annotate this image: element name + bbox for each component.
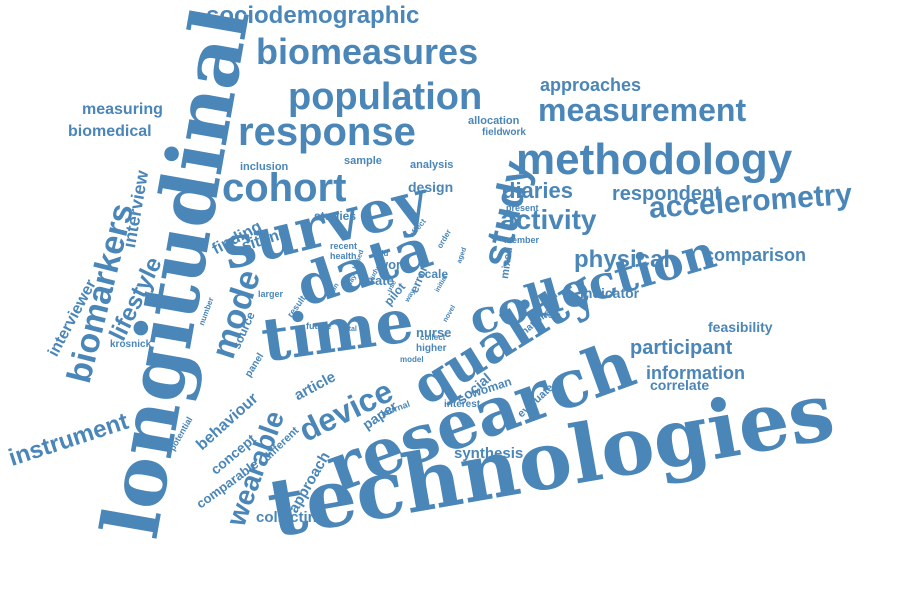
word-order: order	[435, 227, 454, 250]
word-studies: studies	[314, 209, 357, 223]
word-nurse: nurse	[416, 325, 452, 340]
word-feasibility: feasibility	[708, 319, 773, 335]
word-biomedical: biomedical	[68, 123, 152, 140]
word-field: field	[372, 249, 389, 258]
word-population: population	[288, 76, 483, 118]
word-model: model	[400, 355, 424, 364]
word-activity: activity	[500, 204, 597, 235]
word-total: total	[342, 326, 357, 333]
word-methodology: methodology	[516, 135, 793, 184]
word-sample: sample	[344, 155, 382, 167]
word-measurement: measurement	[538, 92, 747, 128]
word-krosnick: krosnick	[110, 339, 152, 350]
word-correlate: correlate	[650, 377, 710, 393]
word-diaries: diaries	[502, 178, 573, 203]
word-health: health	[330, 251, 357, 261]
word-future: future	[306, 321, 332, 331]
word-sociodemographic: sociodemographic	[206, 2, 420, 29]
word-cohort: cohort	[222, 166, 347, 210]
word-biomeasures: biomeasures	[256, 31, 479, 72]
word-member: member	[504, 235, 540, 245]
word-inclusion: inclusion	[240, 161, 289, 173]
word-higher: higher	[416, 343, 447, 354]
word-scale: scale	[418, 267, 449, 281]
word-collecting: collecting	[256, 509, 327, 526]
word-theory: theory	[536, 311, 561, 320]
word-design: design	[408, 179, 454, 195]
word-comparison: comparison	[704, 245, 807, 265]
word-rate: rate	[370, 273, 394, 288]
word-mixed: mixed	[499, 246, 516, 280]
word-fieldwork: fieldwork	[482, 127, 526, 138]
word-collect: collect	[420, 333, 446, 342]
word-indicator: indicator	[580, 285, 640, 301]
word-novel: novel	[442, 304, 458, 324]
word-worn: worn	[378, 257, 410, 272]
word-interest: interest	[444, 399, 481, 410]
word-information: information	[646, 363, 745, 383]
word-measuring: measuring	[82, 101, 163, 118]
word-response: response	[238, 110, 416, 154]
word-panel: panel	[243, 351, 267, 380]
word-recent: recent	[330, 241, 358, 251]
word-physical: physical	[574, 246, 671, 273]
word-respondent: respondent	[612, 183, 721, 205]
word-larger: larger	[258, 289, 284, 299]
word-synthesis: synthesis	[454, 445, 524, 462]
word-approaches: approaches	[540, 75, 642, 95]
word-aged: aged	[456, 246, 469, 265]
word-present: present	[506, 203, 539, 213]
word-analysis: analysis	[410, 159, 454, 171]
word-allocation: allocation	[468, 115, 520, 127]
word-participant: participant	[630, 337, 733, 359]
